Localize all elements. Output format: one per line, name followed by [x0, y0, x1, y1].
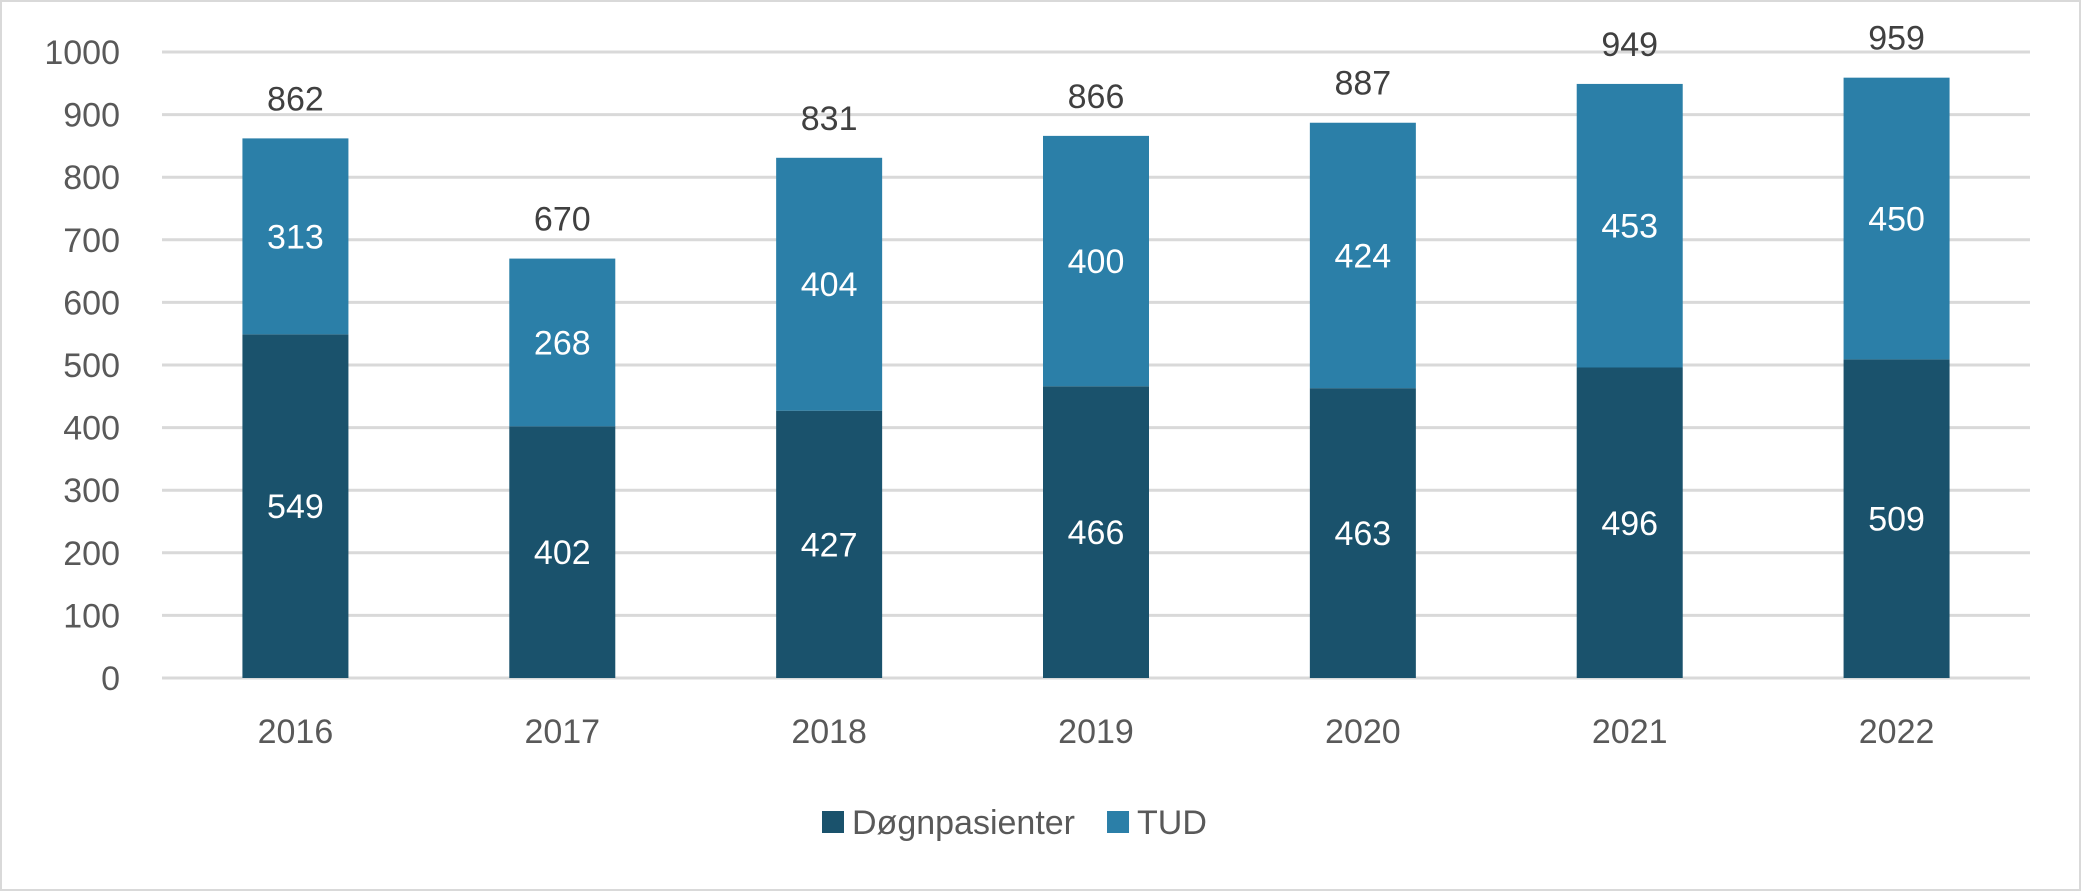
total-label: 887	[1334, 65, 1391, 103]
total-label: 831	[801, 100, 858, 138]
total-label: 949	[1601, 26, 1658, 64]
total-label: 862	[267, 80, 324, 118]
legend-label: TUD	[1137, 804, 1207, 842]
data-label: 424	[1334, 237, 1391, 275]
data-label: 427	[801, 526, 858, 564]
bar-tud-2022	[1843, 77, 1950, 360]
bar-dognpasienter-2016	[242, 334, 349, 678]
y-tick-label: 900	[63, 97, 120, 135]
y-tick-label: 700	[63, 222, 120, 260]
bar-dognpasienter-2020	[1309, 388, 1416, 678]
bar-tud-2017	[509, 258, 616, 427]
y-tick-label: 400	[63, 410, 120, 448]
x-tick-label: 2016	[258, 713, 334, 751]
bar-dognpasienter-2021	[1576, 367, 1683, 678]
data-label: 496	[1601, 505, 1658, 543]
data-label: 268	[534, 324, 591, 362]
y-tick-label: 800	[63, 159, 120, 197]
x-tick-label: 2019	[1058, 713, 1134, 751]
y-tick-label: 500	[63, 347, 120, 385]
legend-swatch-0	[822, 811, 844, 833]
data-label: 466	[1068, 514, 1125, 552]
legend-swatch-1	[1107, 811, 1130, 833]
y-tick-label: 200	[63, 535, 120, 573]
bar-tud-2019	[1043, 135, 1149, 387]
data-label: 313	[267, 218, 324, 256]
bar-dognpasienter-2022	[1843, 359, 1950, 678]
total-label: 866	[1068, 78, 1125, 116]
data-label: 450	[1868, 201, 1925, 239]
y-tick-label: 0	[101, 660, 120, 698]
data-label: 549	[267, 488, 324, 526]
bar-tud-2021	[1576, 83, 1683, 368]
legend-label: Døgnpasienter	[852, 804, 1075, 842]
total-label: 959	[1868, 20, 1925, 58]
bars: 549 313 862 402 268 670 427 404 831 466 400 866 463 4…	[242, 20, 1950, 678]
bar-dognpasienter-2019	[1043, 386, 1149, 678]
y-tick-label: 100	[63, 597, 120, 635]
y-tick-label: 600	[63, 284, 120, 322]
bar-tud-2018	[776, 157, 883, 411]
bar-tud-2016	[242, 138, 349, 335]
bar-dognpasienter-2017	[509, 426, 616, 678]
data-label: 453	[1601, 208, 1658, 246]
data-label: 463	[1334, 515, 1391, 553]
x-tick-label: 2021	[1592, 713, 1668, 751]
data-label: 402	[534, 534, 591, 572]
y-tick-label: 300	[63, 472, 120, 510]
x-tick-label: 2022	[1859, 713, 1935, 751]
bar-tud-2020	[1309, 122, 1416, 389]
bar-dognpasienter-2018	[776, 410, 883, 678]
legend: Døgnpasienter TUD	[822, 804, 1207, 842]
x-tick-label: 2020	[1325, 713, 1401, 751]
total-label: 670	[534, 201, 591, 239]
y-tick-label: 1000	[44, 34, 120, 72]
data-label: 400	[1068, 243, 1125, 281]
data-label: 404	[801, 266, 858, 304]
y-axis: 0 100 200 300 400 500 600 700 800 900 1000	[44, 34, 120, 698]
data-label: 509	[1868, 501, 1925, 539]
x-tick-label: 2018	[791, 713, 867, 751]
x-axis: 2016 2017 2018 2019 2020 2021 2022	[258, 713, 1935, 751]
x-tick-label: 2017	[524, 713, 600, 751]
